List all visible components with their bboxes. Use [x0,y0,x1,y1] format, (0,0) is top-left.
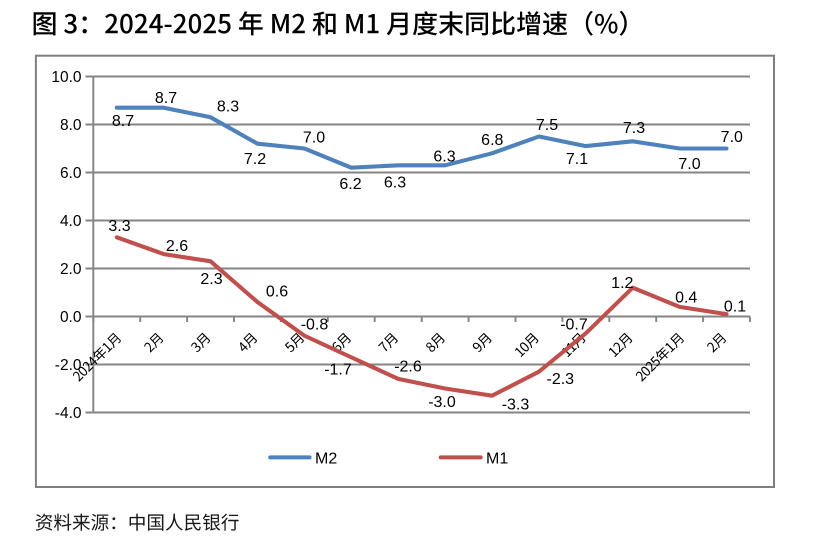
svg-text:0.1: 0.1 [724,299,746,316]
svg-text:7.0: 7.0 [721,129,743,146]
svg-text:-3.3: -3.3 [502,397,530,414]
svg-text:-3.0: -3.0 [428,394,456,411]
svg-text:2.0: 2.0 [60,261,82,278]
svg-text:2.3: 2.3 [200,271,222,288]
svg-text:0.0: 0.0 [60,309,82,326]
svg-text:M1: M1 [486,450,508,467]
svg-text:7.3: 7.3 [623,120,645,137]
svg-text:3.3: 3.3 [108,218,130,235]
svg-text:M2: M2 [315,450,337,467]
svg-text:-0.8: -0.8 [301,317,329,334]
svg-text:6.2: 6.2 [339,176,361,193]
svg-text:6.3: 6.3 [433,149,455,166]
svg-text:10.0: 10.0 [51,69,82,86]
svg-text:1.2: 1.2 [611,275,633,292]
svg-text:7.0: 7.0 [303,130,325,147]
svg-text:-0.7: -0.7 [560,317,588,334]
svg-text:-4.0: -4.0 [55,405,82,422]
svg-text:-2.6: -2.6 [394,359,422,376]
svg-text:-2.0: -2.0 [55,357,82,374]
svg-text:7.0: 7.0 [678,156,700,173]
svg-text:0.6: 0.6 [266,284,288,301]
svg-text:6.8: 6.8 [481,132,503,149]
svg-text:-1.7: -1.7 [324,362,352,379]
svg-text:7.5: 7.5 [536,117,558,134]
svg-text:-2.3: -2.3 [547,371,575,388]
svg-text:7.2: 7.2 [244,151,266,168]
svg-text:8.7: 8.7 [112,113,134,130]
svg-text:4.0: 4.0 [60,213,82,230]
svg-text:2.6: 2.6 [166,238,188,255]
svg-text:8.3: 8.3 [217,98,239,115]
svg-text:7.1: 7.1 [566,151,588,168]
svg-text:6.0: 6.0 [60,165,82,182]
svg-text:6.3: 6.3 [384,175,406,192]
svg-text:8.7: 8.7 [155,90,177,107]
svg-text:8.0: 8.0 [60,117,82,134]
svg-text:0.4: 0.4 [675,289,697,306]
